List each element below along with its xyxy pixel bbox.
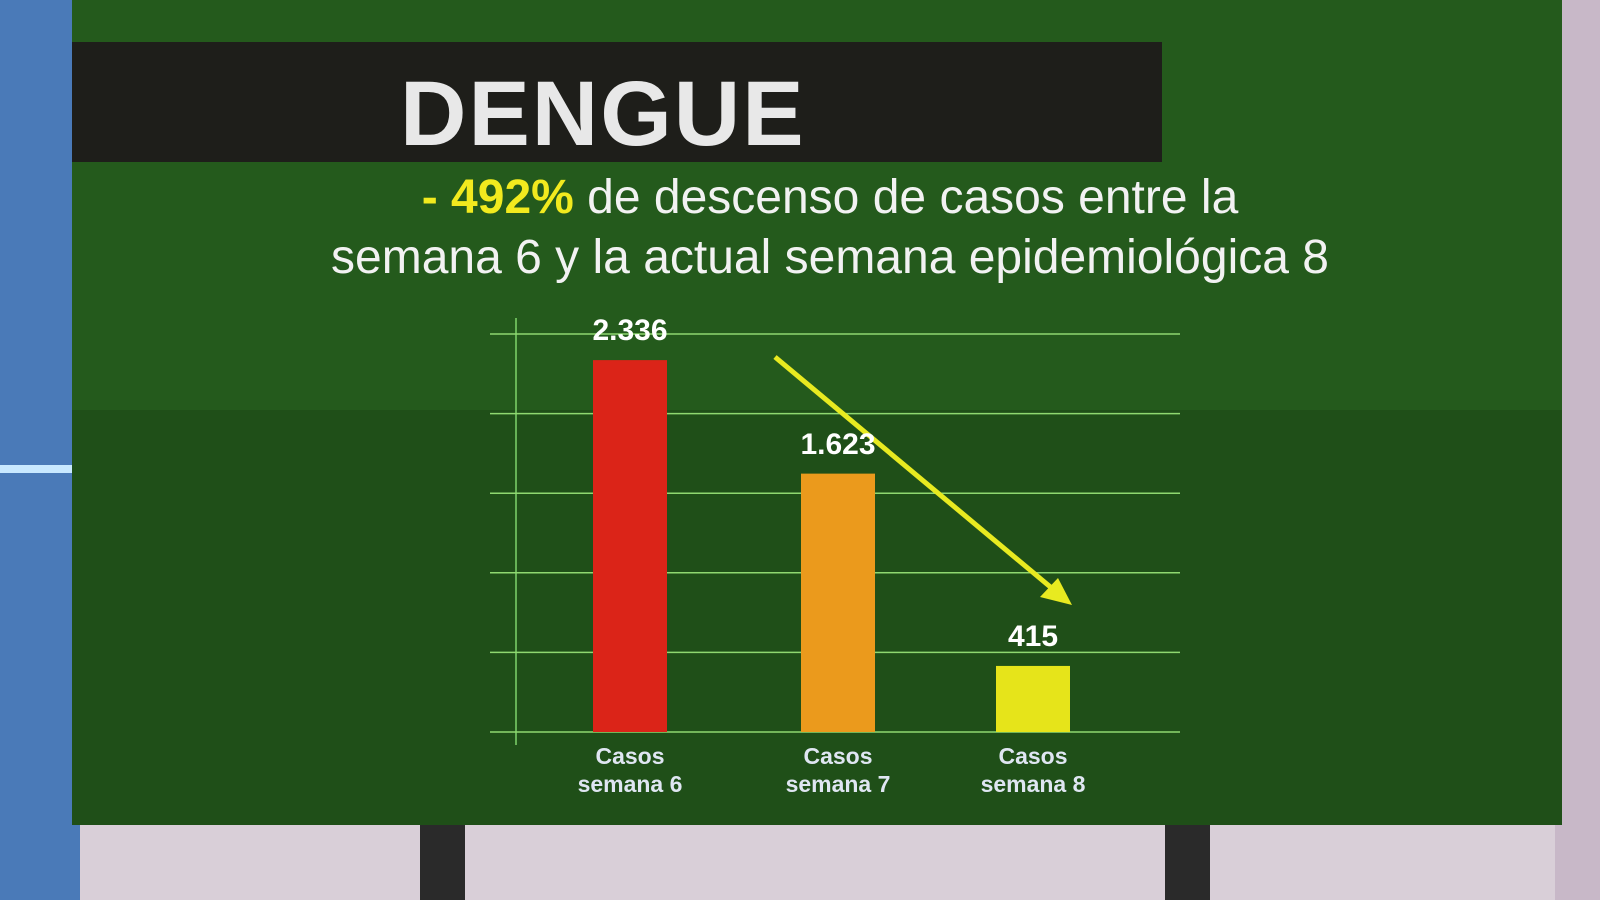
value-label: 2.336 (592, 314, 668, 348)
x-tick-label: Casos semana 7 (785, 743, 891, 797)
stand (1165, 825, 1210, 900)
bar (801, 473, 875, 732)
stand (420, 825, 465, 900)
bar (996, 665, 1070, 732)
side-wall (0, 0, 80, 900)
chart-title: DENGUE (400, 63, 806, 165)
light-strip (0, 465, 80, 473)
trend-arrow-head (1040, 578, 1072, 605)
x-tick-label: Casos semana 6 (577, 743, 683, 797)
highlight: - 492% (421, 171, 574, 224)
bar (593, 360, 667, 732)
side-wall (1555, 0, 1600, 900)
subtitle-line: semana 6 y la actual semana epidemiológi… (331, 231, 1329, 284)
x-tick-label: Casos semana 8 (980, 743, 1086, 797)
subtitle-line: - 492% de descenso de casos entre la (160, 170, 1500, 225)
trend-arrow (773, 355, 1062, 597)
title-banner (72, 42, 1162, 162)
subtitle-text: de descenso de casos entre la (587, 171, 1239, 224)
value-label: 415 (1007, 619, 1059, 653)
value-label: 1.623 (800, 427, 876, 461)
